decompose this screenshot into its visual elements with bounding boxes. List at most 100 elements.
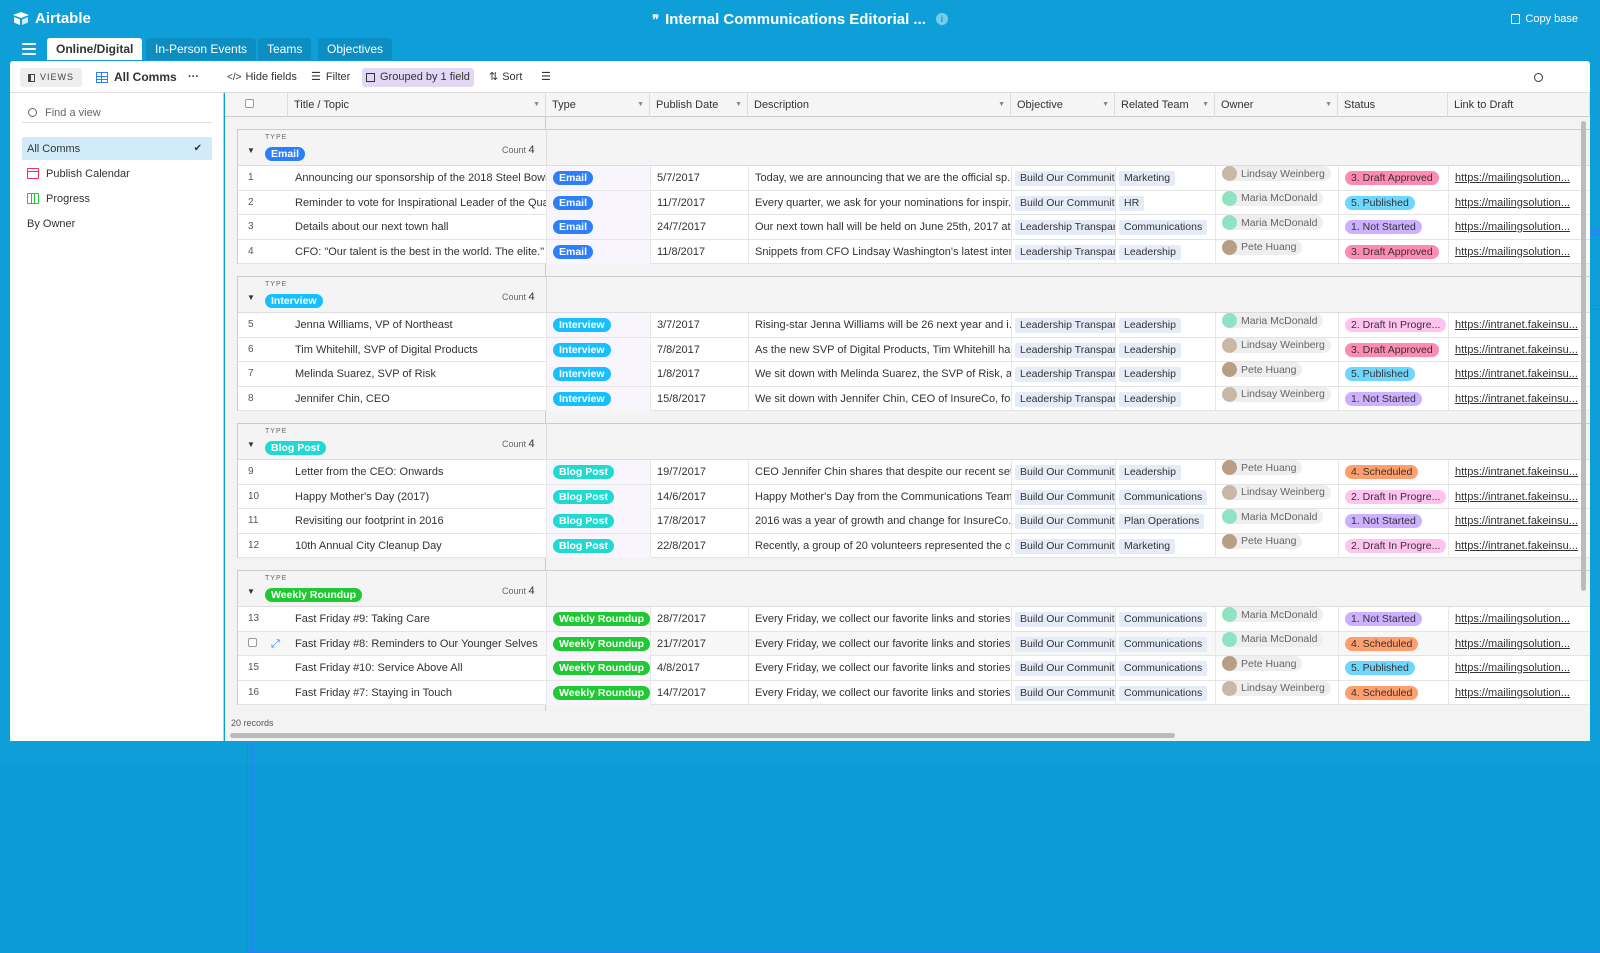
column-header-link-to-draft[interactable]: Link to Draft <box>1448 93 1590 117</box>
owner-cell[interactable]: Lindsay Weinberg <box>1216 680 1339 705</box>
status-cell[interactable]: 2. Draft In Progre... <box>1339 484 1449 509</box>
status-cell[interactable]: 5. Published <box>1339 656 1449 680</box>
select-all-cell[interactable] <box>225 93 288 117</box>
objective-cell[interactable]: Leadership Transpar <box>1012 337 1116 362</box>
base-title[interactable]: ❞ Internal Communications Editorial ... i <box>0 11 1600 28</box>
publish-date-cell[interactable]: 22/8/2017 <box>651 533 749 558</box>
draft-link[interactable]: https://intranet.fakeinsu... <box>1455 368 1578 380</box>
sidebar-view-progress[interactable]: Progress <box>22 187 212 210</box>
collapse-triangle-icon[interactable]: ▼ <box>247 293 255 302</box>
chevron-down-icon[interactable]: ▼ <box>735 101 742 108</box>
link-to-draft-cell[interactable]: https://intranet.fakeinsu... <box>1449 509 1590 533</box>
owner-cell[interactable]: Pete Huang <box>1216 656 1339 680</box>
related-team-cell[interactable]: Plan Operations <box>1116 509 1216 533</box>
type-cell[interactable]: Interview <box>547 313 651 337</box>
objective-cell[interactable]: Build Our Communit <box>1012 607 1116 631</box>
table-row[interactable]: 11 Revisiting our footprint in 2016 Blog P… <box>238 509 1590 534</box>
objective-cell[interactable]: Leadership Transpar <box>1012 215 1116 239</box>
related-team-cell[interactable]: Leadership <box>1116 337 1216 362</box>
publish-date-cell[interactable]: 11/8/2017 <box>651 239 749 264</box>
table-row[interactable]: 12 10th Annual City Cleanup Day Blog Post 2… <box>238 533 1590 558</box>
chevron-down-icon[interactable]: ▼ <box>637 101 644 108</box>
hide-fields-button[interactable]: </> Hide fields <box>223 68 301 87</box>
draft-link[interactable]: https://intranet.fakeinsu... <box>1455 392 1578 405</box>
draft-link[interactable]: https://mailingsolution... <box>1455 221 1570 233</box>
publish-date-cell[interactable]: 28/7/2017 <box>651 607 749 631</box>
type-cell[interactable]: Weekly Roundup <box>547 631 651 656</box>
table-row[interactable]: 7 Melinda Suarez, SVP of Risk Interview 1/8… <box>238 362 1590 387</box>
link-to-draft-cell[interactable]: https://intranet.fakeinsu... <box>1449 534 1590 558</box>
owner-cell[interactable]: Lindsay Weinberg <box>1216 386 1339 411</box>
publish-date-cell[interactable]: 17/8/2017 <box>651 509 749 533</box>
column-header-publish-date[interactable]: Publish Date ▼ <box>650 93 748 117</box>
column-header-title-topic[interactable]: Title / Topic ▼ <box>288 93 546 117</box>
sort-button[interactable]: ⇅ Sort <box>485 68 526 87</box>
publish-date-cell[interactable]: 3/7/2017 <box>651 313 749 337</box>
owner-cell[interactable]: Lindsay Weinberg <box>1216 484 1339 509</box>
related-team-cell[interactable]: Communications <box>1116 680 1216 705</box>
publish-date-cell[interactable]: 1/8/2017 <box>651 362 749 386</box>
related-team-cell[interactable]: Leadership <box>1116 460 1216 484</box>
tab-online-digital[interactable]: Online/Digital <box>47 38 143 60</box>
status-cell[interactable]: 5. Published <box>1339 190 1449 215</box>
description-cell[interactable]: As the new SVP of Digital Products, Tim … <box>749 337 1012 362</box>
title-cell[interactable]: Tim Whitehill, SVP of Digital Products <box>289 337 547 362</box>
draft-link[interactable]: https://mailingsolution... <box>1455 686 1570 699</box>
vertical-scrollbar[interactable] <box>1581 121 1586 591</box>
table-row[interactable]: 5 Jenna Williams, VP of Northeast Intervie… <box>238 313 1590 338</box>
find-view-input[interactable]: Find a view <box>22 103 212 123</box>
related-team-cell[interactable]: Leadership <box>1116 362 1216 386</box>
status-cell[interactable]: 4. Scheduled <box>1339 680 1449 705</box>
table-row[interactable]: 1 Announcing our sponsorship of the 2018 … <box>238 166 1590 191</box>
title-cell[interactable]: Happy Mother's Day (2017) <box>289 484 547 509</box>
link-to-draft-cell[interactable]: https://mailingsolution... <box>1449 215 1590 239</box>
draft-link[interactable]: https://intranet.fakeinsu... <box>1455 343 1578 356</box>
title-cell[interactable]: 10th Annual City Cleanup Day <box>289 533 547 558</box>
chevron-down-icon[interactable]: ▼ <box>1102 101 1109 108</box>
draft-link[interactable]: https://intranet.fakeinsu... <box>1455 466 1578 478</box>
view-more-button[interactable]: ··· <box>188 71 199 83</box>
related-team-cell[interactable]: Communications <box>1116 215 1216 239</box>
related-team-cell[interactable]: Communications <box>1116 631 1216 656</box>
related-team-cell[interactable]: Leadership <box>1116 313 1216 337</box>
link-to-draft-cell[interactable]: https://mailingsolution... <box>1449 681 1590 705</box>
description-cell[interactable]: Rising-star Jenna Williams will be 26 ne… <box>749 313 1012 337</box>
status-cell[interactable]: 1. Not Started <box>1339 386 1449 411</box>
objective-cell[interactable]: Leadership Transpar <box>1012 362 1116 386</box>
link-to-draft-cell[interactable]: https://intranet.fakeinsu... <box>1449 485 1590 509</box>
draft-link[interactable]: https://intranet.fakeinsu... <box>1455 539 1578 552</box>
owner-cell[interactable]: Pete Huang <box>1216 239 1339 264</box>
airtable-logo[interactable]: Airtable <box>12 10 91 27</box>
row-checkbox[interactable] <box>248 637 257 647</box>
horizontal-scrollbar[interactable] <box>230 733 1175 738</box>
group-header[interactable]: TYPE ▼ Blog Post Count 4 <box>238 424 1590 460</box>
objective-cell[interactable]: Build Our Communit <box>1012 656 1116 680</box>
current-view-button[interactable]: All Comms <box>92 68 181 87</box>
publish-date-cell[interactable]: 15/8/2017 <box>651 386 749 411</box>
objective-cell[interactable]: Leadership Transpar <box>1012 239 1116 264</box>
objective-cell[interactable]: Build Our Communit <box>1012 190 1116 215</box>
link-to-draft-cell[interactable]: https://mailingsolution... <box>1449 656 1590 680</box>
status-cell[interactable]: 4. Scheduled <box>1339 631 1449 656</box>
owner-cell[interactable]: Maria McDonald <box>1216 607 1339 631</box>
publish-date-cell[interactable]: 4/8/2017 <box>651 656 749 680</box>
description-cell[interactable]: Our next town hall will be held on June … <box>749 215 1012 239</box>
link-to-draft-cell[interactable]: https://intranet.fakeinsu... <box>1449 387 1590 411</box>
draft-link[interactable]: https://mailingsolution... <box>1455 172 1570 184</box>
description-cell[interactable]: Every Friday, we collect our favorite li… <box>749 607 1012 631</box>
related-team-cell[interactable]: HR <box>1116 190 1216 215</box>
objective-cell[interactable]: Build Our Communit <box>1012 533 1116 558</box>
group-header[interactable]: TYPE ▼ Interview Count 4 <box>238 277 1590 313</box>
link-to-draft-cell[interactable]: https://mailingsolution... <box>1449 191 1590 215</box>
owner-cell[interactable]: Lindsay Weinberg <box>1216 166 1339 190</box>
collapse-triangle-icon[interactable]: ▼ <box>247 587 255 596</box>
draft-link[interactable]: https://mailingsolution... <box>1455 613 1570 625</box>
type-cell[interactable]: Blog Post <box>547 460 651 484</box>
title-cell[interactable]: Announcing our sponsorship of the 2018 S… <box>289 166 547 190</box>
title-cell[interactable]: Fast Friday #9: Taking Care <box>289 607 547 631</box>
owner-cell[interactable]: Maria McDonald <box>1216 313 1339 337</box>
title-cell[interactable]: Fast Friday #8: Reminders to Our Younger… <box>289 631 547 656</box>
description-cell[interactable]: Every Friday, we collect our favorite li… <box>749 680 1012 705</box>
chevron-down-icon[interactable]: ▼ <box>1325 101 1332 108</box>
objective-cell[interactable]: Build Our Communit <box>1012 484 1116 509</box>
